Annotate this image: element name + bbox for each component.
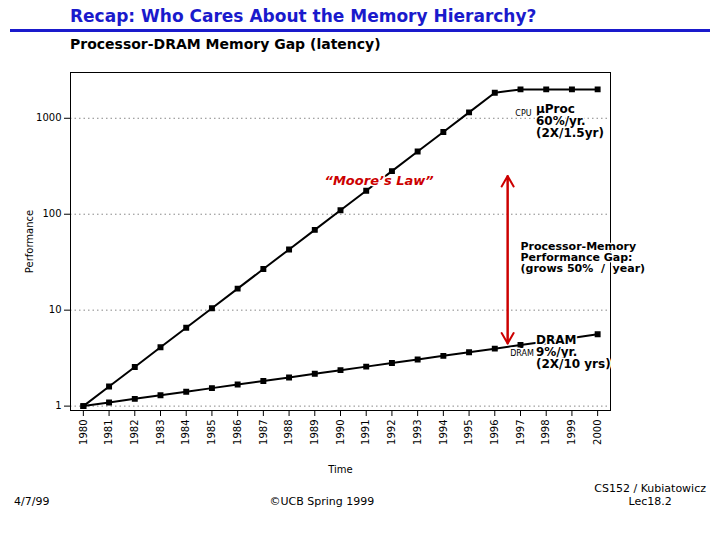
svg-text:1000: 1000: [36, 112, 61, 123]
svg-text:100: 100: [42, 208, 61, 219]
svg-text:1995: 1995: [463, 420, 474, 445]
html-text:©UCB Spring 1999: ©UCB Spring 1999: [269, 495, 375, 508]
svg-text:1: 1: [55, 400, 61, 411]
svg-text:1985: 1985: [206, 420, 217, 445]
svg-text:Performance: Performance: [24, 210, 35, 273]
svg-text:1986: 1986: [232, 420, 243, 445]
svg-text:1992: 1992: [386, 420, 397, 445]
svg-text:1999: 1999: [566, 420, 577, 445]
html-text:CS152 / Kubiatowicz Lec18.2: CS152 / Kubiatowicz Lec18.2: [594, 482, 706, 508]
svg-text:DRAM: DRAM: [510, 349, 534, 358]
svg-text:1993: 1993: [412, 420, 423, 445]
svg-text:1984: 1984: [180, 420, 191, 445]
html-text:Recap: Who Cares About the Mem: Recap: Who Cares About the Memory Hierar…: [70, 6, 537, 26]
svg-text:μProc60%/yr.(2X/1.5yr): μProc60%/yr.(2X/1.5yr): [536, 102, 604, 140]
svg-text:1994: 1994: [438, 420, 449, 445]
svg-text:Time: Time: [327, 464, 352, 475]
svg-text:Processor-MemoryPerformance Ga: Processor-MemoryPerformance Gap:(grows 5…: [521, 240, 646, 275]
svg-text:1991: 1991: [360, 420, 371, 445]
svg-text:“Moore’s Law”: “Moore’s Law”: [325, 173, 434, 188]
svg-text:1982: 1982: [129, 420, 140, 445]
svg-text:10: 10: [49, 304, 62, 315]
svg-text:1981: 1981: [103, 420, 114, 445]
svg-text:CPU: CPU: [515, 109, 531, 118]
html-text:Processor-DRAM Memory Gap (lat: Processor-DRAM Memory Gap (latency): [70, 36, 381, 52]
svg-text:1998: 1998: [540, 420, 551, 445]
svg-text:1990: 1990: [335, 420, 346, 445]
svg-text:DRAM9%/yr.(2X/10 yrs): DRAM9%/yr.(2X/10 yrs): [536, 333, 611, 371]
svg-text:1980: 1980: [78, 420, 89, 445]
svg-text:1987: 1987: [258, 420, 269, 445]
svg-text:1983: 1983: [155, 420, 166, 445]
svg-text:1996: 1996: [489, 420, 500, 445]
html-text:4/7/99: 4/7/99: [14, 495, 50, 508]
svg-text:1997: 1997: [515, 420, 526, 445]
svg-text:1988: 1988: [283, 420, 294, 445]
svg-text:2000: 2000: [592, 420, 603, 445]
svg-text:1989: 1989: [309, 420, 320, 445]
